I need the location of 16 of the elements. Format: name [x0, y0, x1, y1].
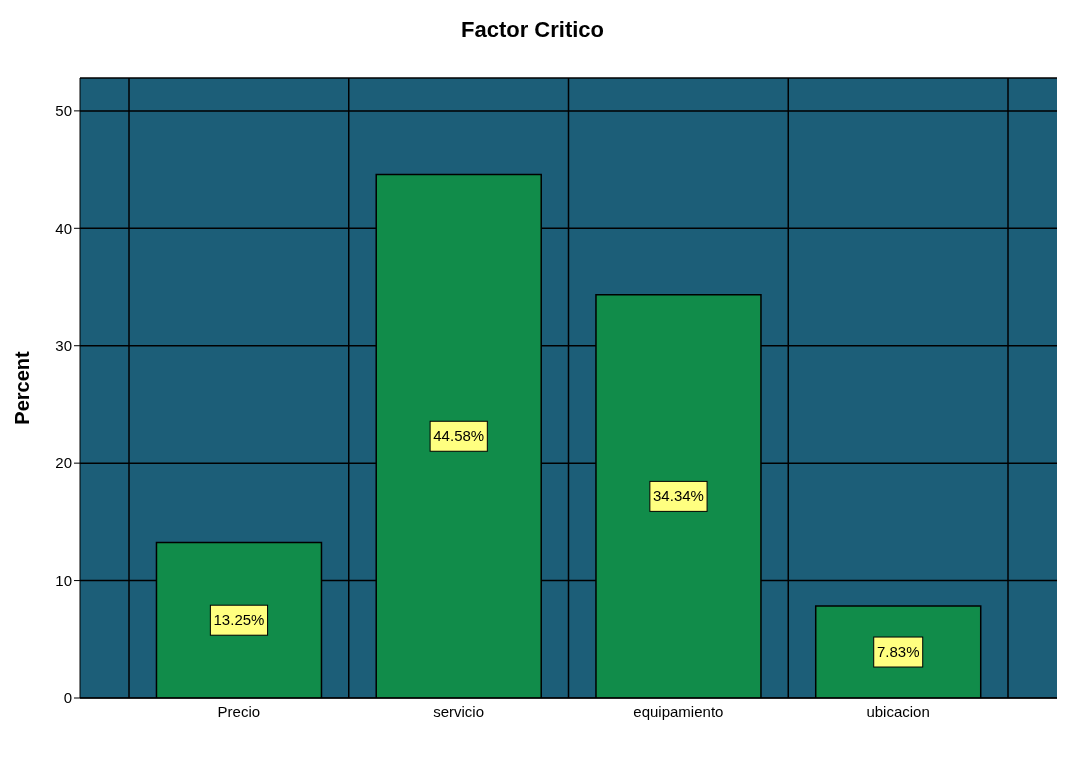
x-tick-label: Precio — [217, 702, 261, 720]
data-label: 44.58% — [433, 427, 485, 445]
y-tick-label: 20 — [55, 454, 72, 472]
data-label: 7.83% — [876, 643, 920, 661]
y-tick-label: 40 — [55, 219, 72, 237]
y-axis-title: Percent — [11, 350, 34, 425]
data-label: 34.34% — [653, 487, 704, 505]
y-tick-label: 50 — [55, 102, 72, 120]
data-label: 13.25% — [213, 611, 265, 629]
y-tick-label: 30 — [55, 337, 72, 355]
x-tick-label: equipamiento — [633, 702, 724, 720]
y-tick-label: 0 — [63, 689, 72, 707]
chart-title: Factor Critico — [460, 16, 605, 44]
y-tick-label: 10 — [55, 571, 72, 589]
x-tick-label: ubicacion — [866, 702, 930, 720]
x-tick-label: servicio — [433, 702, 485, 720]
